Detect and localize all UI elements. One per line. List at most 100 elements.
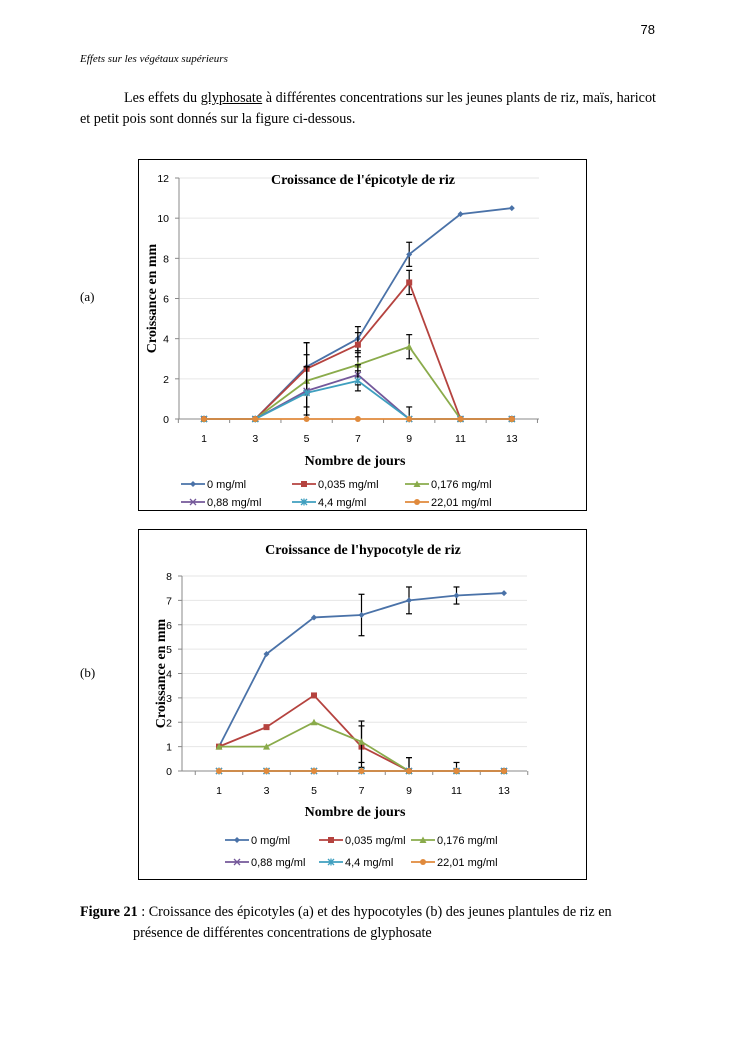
legend-label: 0,176 mg/ml bbox=[437, 835, 498, 847]
data-point bbox=[453, 768, 460, 774]
y-tick-label: 0 bbox=[166, 766, 172, 778]
legend-marker bbox=[327, 858, 335, 866]
legend-marker bbox=[300, 498, 308, 506]
x-tick-label: 13 bbox=[498, 785, 510, 797]
series-22-01-mg-ml bbox=[216, 768, 507, 774]
data-point bbox=[354, 341, 361, 348]
legend-marker bbox=[420, 859, 426, 865]
x-axis-title: Nombre de jours bbox=[305, 805, 406, 820]
data-point bbox=[508, 205, 515, 212]
data-point bbox=[406, 279, 413, 286]
y-tick-label: 8 bbox=[163, 253, 169, 265]
series-22-01-mg-ml bbox=[201, 416, 515, 422]
intro-text-before: Les effets du bbox=[124, 90, 201, 106]
legend-item: 0,88 mg/ml bbox=[225, 857, 305, 869]
data-point bbox=[216, 768, 222, 774]
legend-label: 22,01 mg/ml bbox=[431, 497, 492, 509]
x-tick-label: 3 bbox=[252, 433, 258, 445]
x-tick-label: 7 bbox=[355, 433, 361, 445]
legend-item: 0,035 mg/ml bbox=[292, 479, 379, 491]
chart-title: Croissance de l'hypocotyle de riz bbox=[265, 543, 461, 558]
page-number: 78 bbox=[640, 22, 655, 37]
y-tick-label: 4 bbox=[163, 334, 169, 346]
data-point bbox=[311, 692, 317, 699]
x-tick-label: 5 bbox=[304, 433, 310, 445]
legend-marker bbox=[328, 837, 334, 843]
y-axis-title: Croissance en mm bbox=[145, 243, 160, 353]
data-point bbox=[303, 389, 311, 397]
chart-hypocotyle: 0 1 2 3 4 5 6 7 8 1 3 5 7 9 11 13 Croissance de l'hypoco… bbox=[138, 529, 587, 880]
panel-label-b: (b) bbox=[80, 665, 96, 680]
data-point bbox=[453, 592, 460, 599]
data-point bbox=[354, 416, 361, 422]
y-tick-label: 0 bbox=[163, 414, 169, 426]
data-point bbox=[303, 416, 310, 422]
legend-marker bbox=[413, 480, 421, 487]
data-point bbox=[311, 768, 317, 774]
data-point bbox=[358, 738, 365, 745]
data-point bbox=[501, 590, 507, 597]
y-tick-label: 8 bbox=[166, 571, 172, 583]
panel-label-a: (a) bbox=[80, 289, 95, 304]
figure-caption: Figure 21 : Croissance des épicotyles (a… bbox=[80, 902, 656, 944]
data-point bbox=[215, 743, 223, 750]
data-point bbox=[406, 416, 413, 422]
data-point bbox=[354, 377, 362, 385]
intro-paragraph: Les effets du glyphosate à différentes c… bbox=[80, 88, 656, 130]
caption-line-2: présence de différentes concentrations d… bbox=[133, 925, 432, 941]
data-point bbox=[406, 768, 412, 774]
data-point bbox=[310, 718, 318, 726]
x-tick-label: 3 bbox=[264, 785, 270, 797]
legend-marker bbox=[233, 858, 241, 866]
legend-label: 0,176 mg/ml bbox=[431, 479, 492, 491]
caption-separator: : bbox=[137, 904, 149, 920]
glyphosate-link[interactable]: glyphosate bbox=[200, 90, 263, 106]
legend-marker bbox=[190, 481, 196, 487]
x-tick-label: 1 bbox=[216, 785, 222, 797]
legend-label: 0,88 mg/ml bbox=[207, 497, 261, 509]
legend-item: 0,88 mg/ml bbox=[181, 497, 261, 509]
data-point bbox=[263, 651, 270, 657]
y-tick-label: 1 bbox=[166, 742, 172, 754]
x-tick-label: 1 bbox=[201, 433, 207, 445]
legend-item: 0,176 mg/ml bbox=[411, 835, 498, 847]
x-axis-title: Nombre de jours bbox=[305, 454, 406, 469]
chart-epicotyle: 0 2 4 6 8 10 12 1 3 5 7 9 11 13 Croissance de l'épicot… bbox=[138, 159, 587, 511]
legend-label: 4,4 mg/ml bbox=[318, 497, 366, 509]
legend-marker bbox=[189, 498, 197, 506]
y-tick-label: 2 bbox=[166, 717, 172, 729]
legend-item: 22,01 mg/ml bbox=[405, 497, 492, 509]
legend-marker bbox=[234, 837, 240, 843]
y-tick-label: 6 bbox=[166, 620, 172, 632]
intro-text-after: à différentes concentrations sur les jeu… bbox=[80, 90, 656, 127]
x-tick-label: 9 bbox=[406, 433, 412, 445]
chart-title: Croissance de l'épicotyle de riz bbox=[271, 173, 455, 188]
series-0-035-mg-ml bbox=[201, 269, 515, 422]
series-4-4-mg-ml bbox=[200, 366, 516, 423]
legend-item: 4,4 mg/ml bbox=[319, 857, 393, 869]
data-point bbox=[311, 614, 317, 621]
data-point bbox=[457, 211, 464, 218]
data-point bbox=[501, 768, 507, 774]
data-point bbox=[358, 612, 365, 618]
y-tick-label: 6 bbox=[163, 294, 169, 306]
data-point bbox=[263, 724, 270, 731]
y-tick-label: 3 bbox=[166, 693, 172, 705]
y-tick-label: 10 bbox=[157, 213, 169, 225]
legend-item: 0,176 mg/ml bbox=[405, 479, 492, 491]
caption-label: Figure 21 bbox=[80, 904, 138, 920]
y-tick-label: 12 bbox=[157, 173, 169, 185]
data-point bbox=[406, 251, 413, 258]
y-tick-label: 2 bbox=[163, 374, 169, 386]
y-tick-label: 7 bbox=[166, 595, 172, 607]
x-tick-label: 7 bbox=[359, 785, 365, 797]
data-point bbox=[457, 416, 464, 422]
legend-label: 22,01 mg/ml bbox=[437, 857, 498, 869]
y-tick-label: 5 bbox=[166, 644, 172, 656]
legend-label: 0,88 mg/ml bbox=[251, 857, 305, 869]
x-tick-label: 5 bbox=[311, 785, 317, 797]
legend-item: 22,01 mg/ml bbox=[411, 857, 498, 869]
legend-marker bbox=[419, 836, 427, 843]
legend-label: 0,035 mg/ml bbox=[345, 835, 406, 847]
